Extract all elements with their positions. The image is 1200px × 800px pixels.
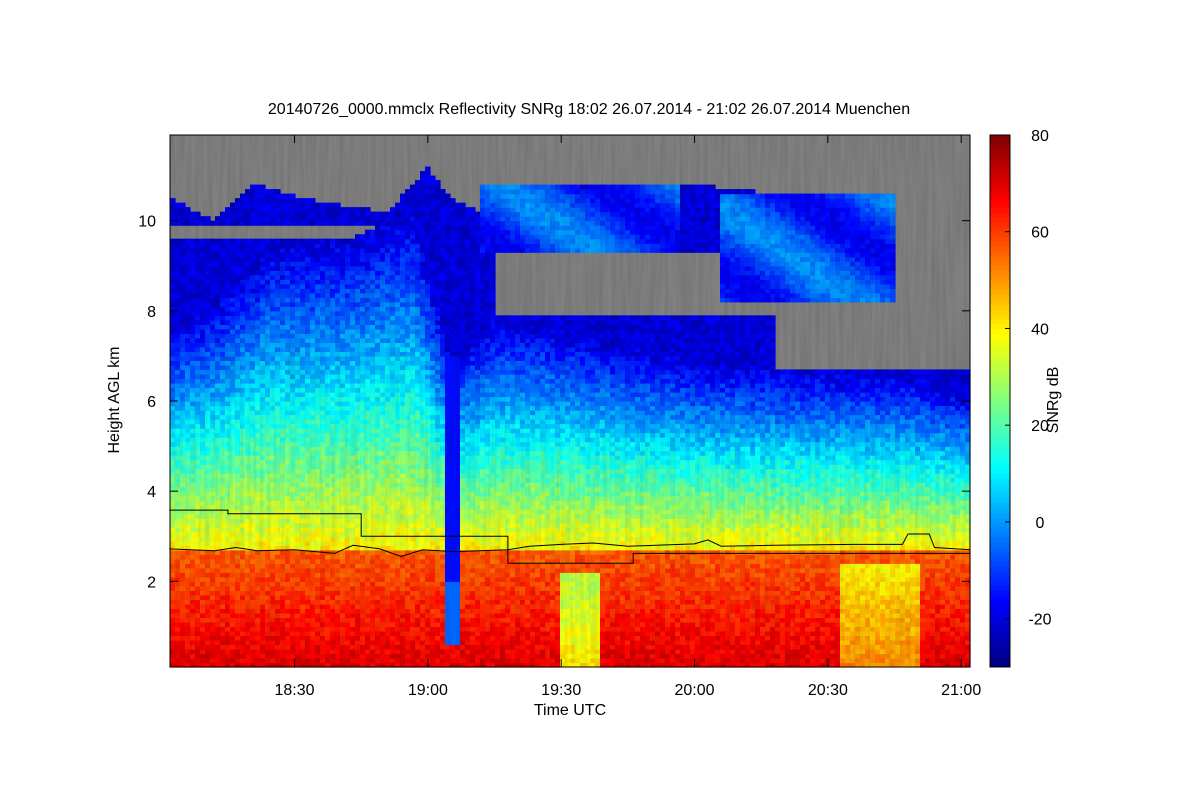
boundary-lines — [169, 509, 971, 564]
x-axis: 18:30 19:00 19:30 20:00 20:30 21:00 — [275, 135, 981, 699]
colorbar-tick-label: 0 — [1036, 515, 1045, 532]
chart-title: 20140726_0000.mmclx Reflectivity SNRg 18… — [268, 101, 910, 118]
x-axis-label: Time UTC — [534, 702, 606, 719]
boundary-line-1 — [169, 509, 970, 564]
y-tick-label: 8 — [147, 304, 156, 321]
x-tick-label: 20:30 — [808, 682, 848, 699]
x-tick-label: 18:30 — [275, 682, 315, 699]
colorbar-frame — [989, 134, 1011, 668]
y-tick-label: 6 — [147, 394, 156, 411]
x-tick-label: 20:00 — [675, 682, 715, 699]
y-tick-label: 2 — [147, 574, 156, 591]
colorbar-ticks: -20 0 20 40 60 80 — [1005, 128, 1052, 629]
x-tick-label: 19:30 — [541, 682, 581, 699]
colorbar-tick-label: 60 — [1031, 225, 1049, 242]
plot-area: 18:30 19:00 19:30 20:00 20:30 21:00 2 4 6 8 10 — [138, 134, 981, 699]
colorbar-tick-label: 40 — [1031, 321, 1049, 338]
y-tick-label: 10 — [138, 214, 156, 231]
x-tick-label: 21:00 — [941, 682, 981, 699]
boundary-line-2 — [169, 533, 971, 558]
colorbar-tick-label: 80 — [1031, 128, 1049, 145]
texture-overlay — [170, 135, 970, 667]
y-tick-label: 4 — [147, 484, 156, 501]
x-tick-label: 19:00 — [408, 682, 448, 699]
colorbar: -20 0 20 40 60 80 — [989, 128, 1052, 668]
colorbar-tick-label: 20 — [1031, 418, 1049, 435]
y-axis: 2 4 6 8 10 — [138, 214, 970, 591]
y-axis-label: Height AGL km — [106, 346, 123, 453]
colorbar-label: SNRg dB — [1045, 367, 1062, 434]
colorbar-tick-label: -20 — [1028, 612, 1051, 629]
